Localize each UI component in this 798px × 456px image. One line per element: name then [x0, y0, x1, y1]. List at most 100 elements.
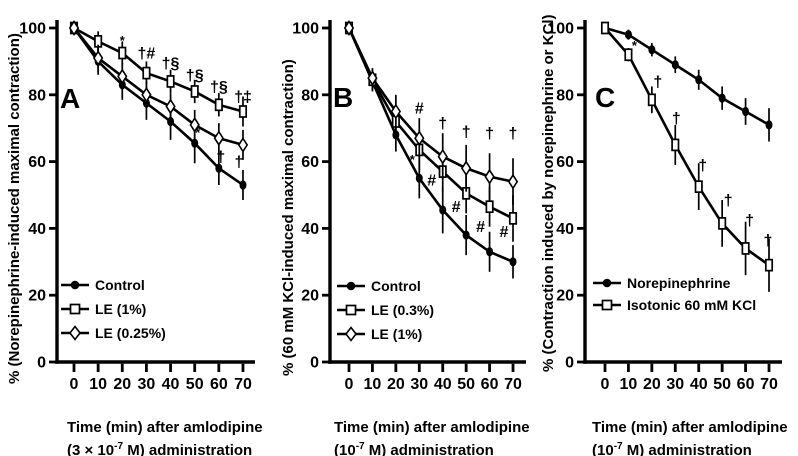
panel-c-letter: C — [595, 82, 616, 113]
significance-annotation: † — [653, 74, 662, 91]
series-norepinephrine — [601, 23, 773, 142]
open-diamond-legend-icon — [337, 326, 365, 342]
x-tick-label: 20 — [113, 376, 131, 393]
panel-b-legend: Control LE (0.3%) LE (1%) — [336, 278, 434, 342]
panel-a-legend: Control LE (1%) LE (0.25%) — [60, 277, 166, 341]
data-point-marker-diamond — [367, 70, 378, 87]
data-point-marker-diamond — [414, 130, 425, 147]
data-point-marker-circle — [648, 45, 656, 55]
axes: 0 20 40 60 80 100 0 10 20 30 40 50 60 70 — [19, 20, 255, 393]
significance-annotation: † — [235, 154, 244, 171]
significance-annotation: † — [462, 124, 471, 141]
legend-item: Norepinephrine — [592, 275, 756, 291]
significance-annotations: * † † † † † † — [632, 38, 773, 249]
series-line — [604, 26, 770, 126]
significance-annotation: †§ — [210, 79, 228, 96]
x-axis-title-line1: Time (min) after amlodipine — [67, 419, 263, 436]
x-axis-title-line1: Time (min) after amlodipine — [592, 419, 788, 436]
data-point-marker-circle — [167, 116, 175, 127]
y-tick-label: 40 — [556, 221, 574, 238]
y-tick-label: 20 — [556, 288, 574, 305]
series-line — [347, 27, 514, 220]
panel-b-y-axis-label: % (60 mM KCl-induced maximal contraction… — [280, 59, 297, 376]
significance-annotation: † — [438, 116, 447, 133]
data-point-marker-circle — [765, 120, 773, 130]
data-point-marker-diamond — [237, 136, 249, 153]
significance-annotation: # — [415, 101, 424, 118]
open-diamond-legend-icon — [61, 325, 89, 341]
x-tick-label: 30 — [138, 376, 156, 393]
significance-annotation: * — [195, 125, 201, 140]
data-point-marker-square — [166, 75, 175, 88]
panel-b: 0 20 40 60 80 100 0 10 20 30 40 50 60 70 # † † † † * # # # # — [292, 20, 526, 393]
y-tick-label: 80 — [301, 87, 319, 104]
x-tick-label: 70 — [234, 376, 252, 393]
significance-annotation: †‡ — [234, 89, 252, 106]
series-line — [604, 27, 770, 267]
x-tick-label: 0 — [345, 376, 354, 393]
data-point-marker-square — [118, 46, 127, 60]
data-point-marker-square — [214, 98, 223, 112]
significance-annotation: †§ — [162, 56, 180, 73]
legend-marker — [344, 326, 358, 342]
data-point-marker-square — [600, 21, 610, 35]
data-point-marker-circle — [191, 138, 199, 148]
panel-a-letter: A — [60, 83, 81, 114]
significance-annotation: † — [724, 193, 733, 210]
data-point-marker-diamond — [68, 20, 80, 36]
series-line — [347, 27, 514, 263]
legend-marker — [602, 278, 612, 288]
y-tick-label: 60 — [28, 154, 46, 171]
significance-annotation: † — [745, 213, 754, 230]
data-point-marker-diamond — [141, 86, 152, 103]
data-point-marker-circle — [509, 257, 517, 267]
significance-annotation: † — [509, 126, 518, 143]
panel-a-x-axis-title: Time (min) after amlodipine (3 × 10-7 M)… — [67, 418, 263, 456]
significance-annotation: # — [500, 224, 509, 241]
x-tick-label: 40 — [690, 376, 708, 393]
x-tick-label: 70 — [760, 376, 778, 393]
y-tick-label: 80 — [28, 87, 46, 104]
legend-marker — [68, 325, 82, 341]
data-point-marker-circle — [695, 75, 703, 85]
panel-a-y-axis-label: % (Norepinephrine-induced maximal contra… — [6, 33, 23, 384]
y-tick-label: 0 — [310, 355, 319, 372]
y-tick-label: 40 — [301, 221, 319, 238]
significance-annotation: # — [427, 172, 436, 189]
data-point-marker-circle — [486, 247, 494, 257]
legend-item-label: Isotonic 60 mM KCl — [627, 297, 757, 313]
panel-c: 0 20 40 60 80 100 0 10 20 30 40 50 60 70 * † † † † † † — [547, 20, 782, 393]
x-tick-label: 0 — [601, 376, 610, 393]
data-point-marker-square — [647, 93, 656, 107]
filled-circle-legend-icon — [337, 281, 365, 291]
x-tick-label: 60 — [737, 376, 755, 393]
series-line — [72, 27, 244, 187]
panel-c-y-axis-label: % (Contraction induced by norepinephrine… — [540, 14, 557, 372]
legend-marker — [345, 304, 357, 316]
data-point-marker-diamond — [484, 168, 495, 185]
axes: 0 20 40 60 80 100 0 10 20 30 40 50 60 70 — [547, 20, 782, 393]
significance-annotation: † — [485, 126, 494, 143]
data-point-marker-diamond — [343, 20, 355, 36]
legend-marker — [69, 303, 81, 315]
axes: 0 20 40 60 80 100 0 10 20 30 40 50 60 70 — [292, 20, 526, 393]
x-tick-label: 60 — [481, 376, 499, 393]
legend-marker — [70, 280, 80, 290]
data-point-marker-square — [694, 180, 703, 193]
x-tick-label: 50 — [186, 376, 204, 393]
legend-item: LE (1%) — [60, 301, 166, 317]
significance-annotation: †§ — [186, 67, 204, 84]
significance-annotation: † — [698, 157, 707, 174]
y-tick-label: 80 — [556, 87, 574, 104]
panel-b-x-axis-title: Time (min) after amlodipine (10-7 M) adm… — [334, 418, 530, 456]
data-point-marker-diamond — [165, 98, 176, 115]
significance-annotation: # — [452, 199, 461, 216]
y-tick-label: 20 — [28, 288, 46, 305]
x-tick-label: 50 — [713, 376, 731, 393]
data-point-marker-square — [485, 200, 494, 214]
significance-annotation: * — [632, 38, 638, 53]
y-tick-label: 0 — [37, 355, 46, 372]
data-point-marker-circle — [624, 30, 632, 40]
